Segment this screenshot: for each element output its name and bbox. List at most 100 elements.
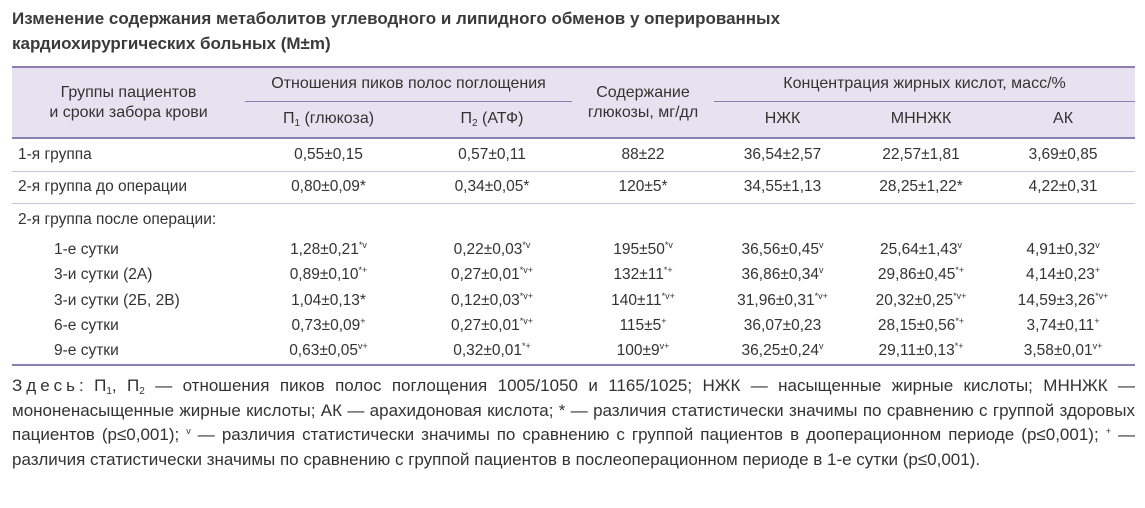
text: 0,27±0,01	[450, 266, 520, 284]
text: 115±5	[619, 317, 662, 335]
table-row: 3-и сутки (2А) 0,89±0,10*+ 0,27±0,01*v+ 132…	[12, 263, 1135, 289]
cell: 0,22±0,03*v	[412, 237, 572, 263]
table-row: 2-я группа после операции:	[12, 203, 1135, 237]
cell: 0,32±0,01*+	[412, 339, 573, 366]
cell: 36,25±0,24v	[714, 339, 852, 366]
row-label: 6-е сутки	[54, 317, 119, 335]
cell	[851, 203, 991, 237]
supscript: *+	[663, 265, 673, 276]
header-cell: Отношения пиков полос поглощения	[245, 66, 573, 102]
text: 0,89±0,10	[289, 266, 359, 284]
cell: 0,63±0,05v+	[245, 339, 412, 366]
cell: 36,56±0,45v	[714, 237, 851, 263]
text: 36,07±0,23	[743, 317, 822, 335]
header-cell: НЖК	[714, 101, 852, 139]
cell: 0,27±0,01*v+	[412, 314, 572, 340]
table-row: 2-я группа до операции 0,80±0,09* 0,34±0,0…	[12, 171, 1136, 204]
cell: 3,58±0,01v+	[991, 339, 1136, 366]
text: 120±5*	[618, 178, 668, 195]
supscript: v	[819, 239, 824, 250]
cell: 4,14±0,23+	[991, 263, 1135, 289]
supscript: *+	[358, 265, 368, 276]
cell: 115±5+	[572, 314, 714, 340]
text: 22,57±1,81	[882, 145, 960, 163]
row-label: 3-и сутки (2А)	[54, 266, 153, 284]
cell: 4,22±0,31	[991, 171, 1136, 204]
cell: 195±50*v	[572, 237, 714, 263]
supscript: *v+	[519, 290, 534, 301]
text: 28,15±0,56	[877, 317, 956, 335]
cell	[991, 203, 1135, 237]
text: 1,04±0,13*	[291, 291, 366, 309]
cell: 29,86±0,45*+	[851, 263, 991, 289]
row-label: 2-я группа до операции	[12, 171, 245, 204]
cell: 28,15±0,56*+	[851, 314, 991, 340]
supscript: *v+	[814, 290, 828, 301]
text: 0,27±0,01	[450, 317, 520, 335]
table-row: 1-е сутки 1,28±0,21*v 0,22±0,03*v 195±50*v 3…	[12, 237, 1135, 263]
text: 4,14±0,23	[1025, 266, 1095, 284]
text: — отношения пиков полос поглощения 1005/…	[12, 376, 1136, 444]
text: 0,55±0,15	[294, 145, 363, 163]
text: (АТФ)	[477, 110, 524, 128]
cell: 120±5*	[572, 171, 715, 204]
supscript: *v	[522, 239, 531, 250]
header-cell: П1 (глюкоза)	[245, 101, 412, 139]
header-cell: Группы пациентов и сроки забора крови	[12, 66, 245, 139]
cell: 22,57±1,81	[851, 138, 992, 172]
row-label: 2-я группа после операции:	[18, 211, 217, 229]
cell: 25,64±1,43v	[851, 237, 991, 263]
cell	[412, 203, 572, 237]
supscript: *v	[358, 239, 367, 250]
supscript: *v+	[1095, 290, 1109, 301]
text-line: Содержание	[596, 83, 690, 101]
text: 195±50	[613, 240, 665, 258]
cell: 20,32±0,25*v+	[851, 288, 991, 314]
text: 28,25±1,22*	[879, 178, 963, 195]
text: 3,69±0,85	[1028, 145, 1098, 163]
subscript: 2	[472, 118, 478, 130]
header-cell: Концентрация жирных кислот, масс/%	[714, 66, 1136, 102]
text: 88±22	[621, 145, 665, 163]
cell: 0,80±0,09*	[245, 171, 412, 204]
cell: 100±9v+	[572, 339, 715, 366]
header-cell: П2 (АТФ)	[412, 101, 573, 139]
text: 0,57±0,11	[458, 145, 526, 163]
supscript: v	[1095, 239, 1100, 250]
supscript: v	[957, 239, 963, 250]
text: 29,86±0,45	[877, 266, 956, 284]
supscript: *+	[955, 316, 965, 327]
footnote: Здесь: П1, П2 — отношения пиков полос по…	[12, 374, 1135, 472]
supscript: +	[1094, 316, 1100, 327]
note-lead: Здесь	[12, 376, 79, 395]
cell: 0,89±0,10*+	[245, 263, 412, 289]
text: 31,96±0,31	[737, 291, 815, 309]
text: 20,32±0,25	[875, 291, 954, 309]
text: П	[460, 110, 473, 128]
text: 36,54±2,57	[743, 145, 822, 163]
text: — различия статистически значимы по срав…	[12, 425, 1135, 469]
text-line: кардиохирургических больных (M±m)	[12, 34, 331, 53]
header-cell: АК	[991, 101, 1136, 139]
text: 3,74±0,11	[1026, 317, 1095, 335]
text-line: Группы пациентов	[60, 83, 197, 101]
text: 34,55±1,13	[743, 178, 822, 195]
supscript: v	[186, 426, 191, 436]
supscript: +	[661, 316, 667, 327]
text: 36,86±0,34	[741, 266, 819, 284]
cell: 0,57±0,11	[412, 138, 573, 172]
table-row: 1-я группа 0,55±0,15 0,57±0,11 88±22 36,54±2…	[12, 138, 1136, 172]
text-line: Изменение содержания метаболитов углевод…	[12, 9, 781, 28]
text: 14,59±3,26	[1017, 291, 1096, 309]
text: 0,73±0,09	[291, 317, 361, 335]
cell: 4,91±0,32v	[991, 237, 1135, 263]
cell: 29,11±0,13*+	[851, 339, 992, 366]
text: 0,32±0,01	[453, 342, 523, 360]
text: 100±9	[616, 342, 660, 360]
supscript: +	[360, 316, 366, 327]
text: 0,22±0,03	[453, 240, 523, 258]
text: 1,28±0,21	[290, 240, 359, 258]
cell	[245, 203, 412, 237]
table-row: 6-е сутки 0,73±0,09+ 0,27±0,01*v+ 115±5+ 36,…	[12, 314, 1135, 340]
